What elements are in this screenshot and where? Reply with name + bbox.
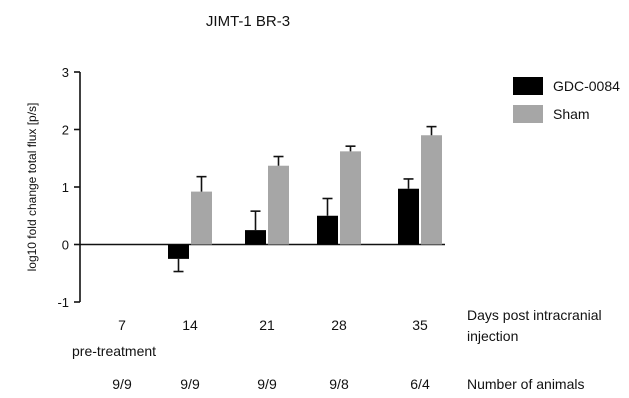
x-tick-label: 21 — [259, 317, 275, 333]
bars — [168, 125, 442, 273]
legend: GDC-0084 Sham — [513, 77, 620, 123]
bar-sham — [191, 191, 212, 245]
y-axis-label: log10 fold change total flux [p/s] — [25, 103, 39, 272]
x-tick-label: 35 — [412, 317, 428, 333]
y-tick-label: 0 — [62, 238, 69, 253]
pretreatment-label: pre-treatment — [72, 343, 156, 359]
x-tick-label: 28 — [331, 317, 347, 333]
animal-count: 9/9 — [180, 376, 200, 392]
x-axis-label-line1: Days post intracranial — [467, 307, 602, 323]
legend-label: Sham — [553, 106, 590, 122]
legend-label: GDC-0084 — [553, 78, 620, 94]
legend-swatch-sham — [513, 105, 543, 123]
y-tick-label: 3 — [62, 65, 69, 80]
y-tick-label: 2 — [62, 123, 69, 138]
y-tick-label: 1 — [62, 180, 69, 195]
animals-label: Number of animals — [467, 376, 585, 392]
bar-gdc0084 — [317, 215, 338, 245]
bar-sham — [421, 135, 442, 245]
bar-sham — [340, 151, 361, 245]
animal-count: 9/9 — [257, 376, 277, 392]
legend-swatch-gdc0084 — [513, 77, 543, 95]
chart-title: JIMT-1 BR-3 — [206, 13, 290, 30]
bar-gdc0084 — [245, 230, 266, 245]
y-tick-label: -1 — [57, 295, 69, 310]
axes: -1 0 1 2 3 7 14 21 28 35 9/9 9/9 9/9 9/8 6/4 — [57, 65, 445, 392]
x-tick-label: 7 — [118, 317, 126, 333]
x-tick-label: 14 — [182, 317, 198, 333]
animal-count: 9/8 — [329, 376, 349, 392]
animal-count: 6/4 — [410, 376, 430, 392]
animal-count: 9/9 — [112, 376, 132, 392]
bar-gdc0084 — [398, 188, 419, 245]
bar-sham — [268, 165, 289, 245]
annotations: Days post intracranial injection pre-tre… — [72, 307, 602, 392]
x-axis-label-line2: injection — [467, 328, 518, 344]
bar-gdc0084 — [168, 244, 189, 259]
